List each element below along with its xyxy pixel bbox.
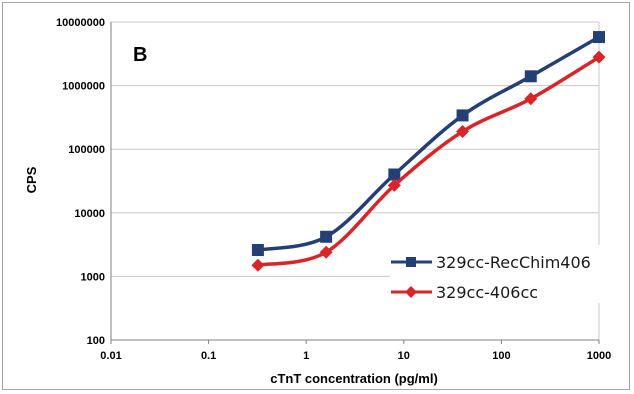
x-axis-title: cTnT concentration (pg/ml) [270,371,438,386]
y-tick-label-1: 1000 [81,271,105,283]
data-point-s2-1 [319,245,333,259]
series-line-1 [257,35,600,252]
legend-marker-1 [406,257,416,267]
data-point-s1-1 [320,230,333,243]
series-2 [251,50,606,272]
y-tick-label-5: 10000000 [56,17,105,29]
data-point-s1-4 [524,70,537,83]
x-tick-label-2: 1 [303,350,309,362]
x-tick-label-1: 0.1 [201,350,216,362]
x-tick-label-4: 100 [492,350,510,362]
x-tick-label-3: 10 [398,350,410,362]
legend: 329cc-RecChim406 329cc-406cc [390,245,628,303]
x-tick-labels: 0.01 0.1 1 10 100 1000 [100,350,611,362]
series-layer [251,31,606,272]
data-point-s2-4 [524,92,538,106]
legend-marker-2 [405,286,417,298]
data-point-s2-5 [592,50,606,64]
y-axis-title: CPS [24,166,39,193]
data-point-s2-2 [387,178,401,192]
chart-frame [2,2,630,390]
y-tick-label-0: 100 [87,335,105,347]
x-tick-label-0: 0.01 [100,350,121,362]
data-point-s1-2 [388,168,401,181]
data-point-s1-3 [456,109,469,122]
series-line-2 [257,55,600,267]
legend-entry-1: 329cc-RecChim406 [391,253,591,272]
data-point-s1-5 [593,31,605,44]
y-tick-label-2: 10000 [74,208,105,220]
y-tick-label-3: 100000 [68,144,105,156]
data-point-s2-0 [251,258,265,272]
y-tick-labels: 100 1000 10000 100000 1000000 10000000 [56,17,105,347]
data-point-s2-3 [456,124,470,138]
legend-label-2: 329cc-406cc [436,283,538,302]
series-1 [251,31,605,257]
data-point-s1-0 [251,244,264,257]
panel-label: B [133,44,147,66]
legend-entry-2: 329cc-406cc [391,283,538,302]
x-tick-label-5: 1000 [587,350,611,362]
axes [110,22,600,344]
legend-label-1: 329cc-RecChim406 [436,253,591,272]
y-tick-label-4: 1000000 [62,81,105,93]
